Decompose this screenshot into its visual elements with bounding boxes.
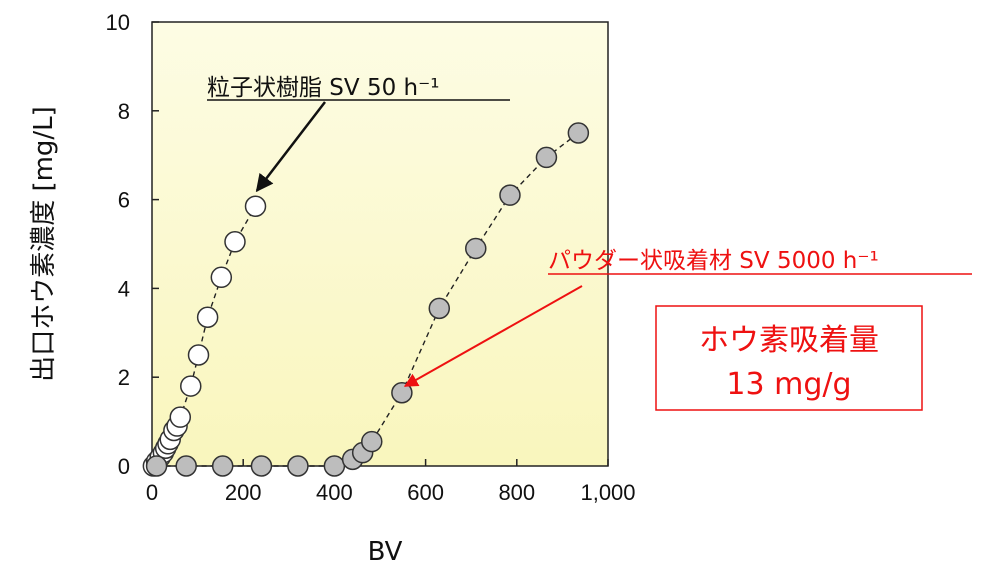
data-point	[361, 430, 383, 453]
data-point	[175, 455, 197, 477]
annotation-resin-label: 粒子状樹脂 SV 50 h⁻¹	[207, 75, 439, 101]
data-point	[567, 122, 590, 144]
data-point	[428, 297, 451, 320]
y-tick-label: 6	[118, 188, 130, 213]
data-point	[180, 375, 202, 397]
x-tick-label: 600	[407, 480, 444, 505]
data-point	[211, 455, 234, 477]
callout-line-2: 13 mg/g	[726, 367, 851, 402]
data-point	[187, 344, 210, 366]
x-tick-label: 200	[225, 480, 262, 505]
callout-box: ホウ素吸着量 13 mg/g	[655, 305, 923, 411]
data-point	[250, 455, 273, 477]
x-tick-label: 0	[146, 480, 158, 505]
y-tick-label: 10	[106, 10, 130, 35]
callout-line-1: ホウ素吸着量	[699, 323, 879, 358]
series-layer	[142, 122, 590, 477]
data-point	[169, 406, 192, 428]
annotation-resin: 粒子状樹脂 SV 50 h⁻¹	[207, 75, 510, 193]
annotation-powder-arrow	[403, 285, 583, 387]
y-tick-label: 0	[118, 454, 130, 479]
data-point	[391, 381, 413, 404]
x-axis-ticks: 0 200 400 600 800 1,000	[146, 459, 636, 505]
y-axis-title: 出口ホウ素濃度 [mg/L]	[29, 106, 59, 382]
series-1	[145, 122, 590, 477]
data-point	[465, 237, 487, 260]
data-point	[499, 184, 521, 206]
annotation-powder: パウダー状吸着材 SV 5000 h⁻¹	[403, 248, 972, 387]
y-tick-label: 8	[118, 99, 130, 124]
callout-border	[655, 305, 923, 411]
annotation-powder-label: パウダー状吸着材 SV 5000 h⁻¹	[548, 248, 879, 274]
x-tick-label: 800	[498, 480, 535, 505]
y-tick-label: 4	[118, 276, 130, 301]
x-axis-title: BV	[368, 537, 403, 567]
data-point	[323, 455, 346, 477]
data-point	[244, 195, 267, 218]
data-point	[287, 455, 309, 477]
data-point	[145, 455, 168, 477]
data-point	[196, 306, 219, 329]
x-tick-label: 1,000	[580, 480, 635, 505]
x-tick-label: 400	[316, 480, 353, 505]
y-tick-label: 2	[118, 365, 130, 390]
data-point	[535, 146, 558, 169]
data-point	[224, 231, 246, 253]
y-axis-ticks: 0 2 4 6 8 10	[106, 10, 159, 479]
data-point	[210, 266, 233, 289]
annotation-resin-arrow	[255, 101, 326, 193]
